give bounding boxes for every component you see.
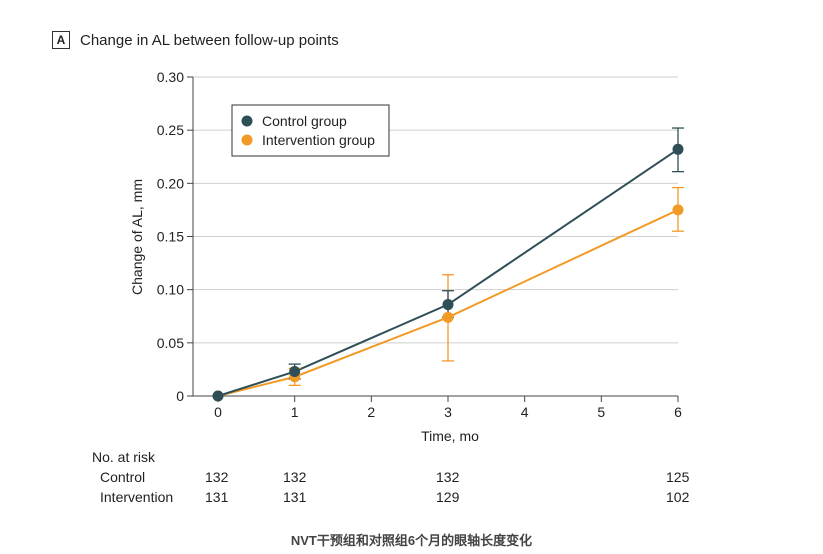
x-tick-label: 2 [367, 404, 375, 420]
x-tick-label: 0 [214, 404, 222, 420]
figure-caption: NVT干预组和对照组6个月的眼轴长度变化 [290, 533, 533, 548]
y-axis-label: Change of AL, mm [129, 179, 145, 295]
y-tick-label: 0.30 [157, 69, 184, 85]
y-tick-label: 0.05 [157, 335, 184, 351]
legend-marker [241, 134, 253, 146]
data-point-intervention [672, 204, 684, 216]
risk-value: 132 [205, 469, 229, 485]
legend-marker [241, 115, 253, 127]
panel-header: A Change in AL between follow-up points [52, 31, 339, 49]
series-line-intervention [217, 209, 679, 397]
risk-value: 125 [666, 469, 690, 485]
legend: Control group Intervention group [231, 104, 390, 157]
risk-table-header: No. at risk [92, 449, 156, 465]
x-tick-label: 3 [444, 404, 452, 420]
data-point-intervention [442, 311, 454, 323]
data-point-control [442, 299, 454, 311]
x-tick-label: 1 [291, 404, 299, 420]
legend-label: Control group [262, 113, 347, 129]
y-tick-label: 0.25 [157, 122, 184, 138]
series-line-control [217, 148, 679, 397]
risk-value: 129 [436, 489, 460, 505]
x-tick-label: 4 [521, 404, 529, 420]
x-axis-label: Time, mo [421, 428, 479, 444]
risk-row-label-control: Control [100, 469, 146, 485]
y-tick-label: 0.15 [157, 229, 184, 245]
data-point-control [212, 390, 224, 402]
legend-box [231, 104, 390, 157]
risk-value: 131 [205, 489, 229, 505]
y-tick-label: 0.20 [157, 175, 184, 191]
y-tick-label: 0.10 [157, 282, 184, 298]
x-tick-label: 5 [597, 404, 605, 420]
chart-title: Change in AL between follow-up points [80, 31, 339, 49]
risk-value: 132 [283, 469, 307, 485]
x-tick-label: 6 [674, 404, 682, 420]
risk-value: 131 [283, 489, 307, 505]
data-point-control [289, 366, 301, 378]
risk-value: 102 [666, 489, 690, 505]
y-tick-label: 0 [176, 388, 184, 404]
risk-value: 132 [436, 469, 460, 485]
legend-label: Intervention group [262, 132, 375, 148]
panel-letter: A [52, 31, 70, 49]
data-point-control [672, 143, 684, 155]
risk-row-label-intervention: Intervention [100, 489, 174, 505]
